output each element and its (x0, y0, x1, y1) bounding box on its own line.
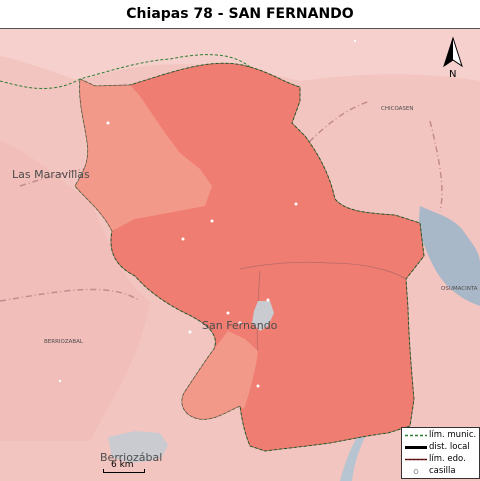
polling-station[interactable] (353, 39, 357, 43)
polling-station[interactable] (210, 219, 214, 223)
legend-item-local-district: dist. local (402, 442, 479, 453)
district-southwest-section[interactable] (181, 331, 258, 420)
river-water (340, 433, 366, 481)
berriozabal-urban-area (108, 431, 168, 463)
legend-label: lím. edo. (429, 454, 466, 464)
municipal-boundary-north (0, 54, 251, 89)
legend-item-polling-station: casilla (402, 466, 479, 477)
place-label-san-fernando: San Fernando (202, 319, 278, 332)
legend-label: dist. local (429, 442, 470, 452)
map-canvas[interactable]: Las Maravillas San Fernando Berriozábal … (0, 28, 480, 481)
map-legend: lím. munic. dist. local lím. edo. casill… (401, 427, 480, 479)
polling-station[interactable] (226, 311, 230, 315)
legend-item-municipal-boundary: lím. munic. (402, 430, 479, 441)
scale-line (103, 469, 145, 473)
local-district-boundary (74, 62, 425, 452)
map-title: Chiapas 78 - SAN FERNANDO (126, 6, 354, 22)
district-western-section[interactable] (75, 79, 212, 231)
polling-station[interactable] (294, 202, 298, 206)
san-fernando-urban-area (252, 301, 274, 331)
reservoir-water (418, 206, 480, 306)
legend-label: lím. munic. (429, 430, 477, 440)
north-label: N (449, 69, 456, 80)
legend-item-state-boundary: lím. edo. (402, 454, 479, 465)
scale-label: 6 km (111, 460, 134, 470)
polling-station[interactable] (188, 330, 192, 334)
polling-station[interactable] (256, 384, 260, 388)
place-label-las-maravillas: Las Maravillas (12, 168, 90, 181)
roads (0, 100, 443, 302)
place-label-osumacinta: OSUMACINTA (441, 286, 478, 292)
place-label-berriozabal-town: Berriozábal (100, 451, 162, 464)
legend-label: casilla (429, 466, 456, 476)
background-west-region (0, 141, 150, 441)
polling-station[interactable] (58, 379, 62, 383)
north-arrow-shade (444, 38, 453, 66)
polling-station[interactable] (266, 298, 270, 302)
polling-station[interactable] (106, 121, 110, 125)
scale-bar: 6 km (103, 460, 145, 474)
north-arrow: N (440, 36, 466, 82)
place-label-chicoasen: CHICOASEN (381, 106, 414, 112)
polling-station[interactable] (238, 321, 242, 325)
place-label-berriozabal-area: BERRIOZABAL (44, 339, 84, 345)
polling-station[interactable] (181, 237, 185, 241)
background-north-region (0, 29, 480, 81)
